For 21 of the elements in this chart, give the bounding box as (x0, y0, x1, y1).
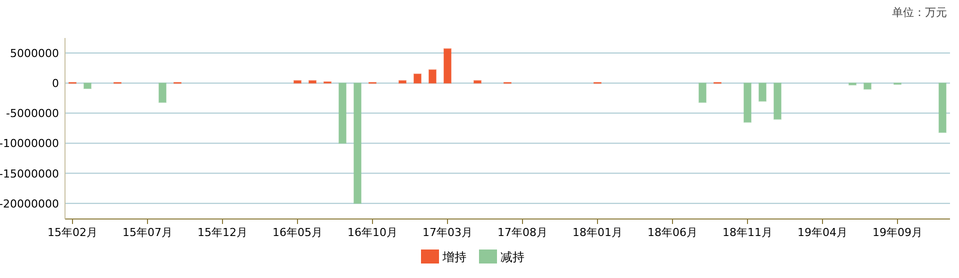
y-tick-label: -20000000 (0, 197, 59, 210)
x-tick-label: 17年03月 (422, 226, 472, 239)
x-tick-label: 17年08月 (498, 226, 548, 239)
y-tick-label: 5000000 (10, 47, 59, 60)
y-tick-label: -10000000 (0, 137, 59, 150)
x-tick-label: 16年10月 (348, 226, 398, 239)
x-tick-label: 15年02月 (48, 226, 98, 239)
legend-label: 增持 (442, 250, 466, 264)
x-tick-label: 16年05月 (272, 226, 322, 239)
x-tick-label: 18年06月 (648, 226, 698, 239)
y-tick-label: 0 (52, 77, 59, 90)
x-tick-label: 19年04月 (798, 226, 848, 239)
x-tick-label: 15年12月 (198, 226, 248, 239)
x-tick-label: 19年09月 (872, 226, 922, 239)
legend-label: 减持 (500, 250, 524, 264)
y-tick-label: -5000000 (6, 107, 59, 120)
x-tick-label: 18年01月 (572, 226, 622, 239)
y-tick-label: -15000000 (0, 167, 59, 180)
text: 单位：万元 (892, 6, 947, 19)
x-tick-label: 15年07月 (122, 226, 172, 239)
x-tick-label: 18年11月 (722, 226, 772, 239)
